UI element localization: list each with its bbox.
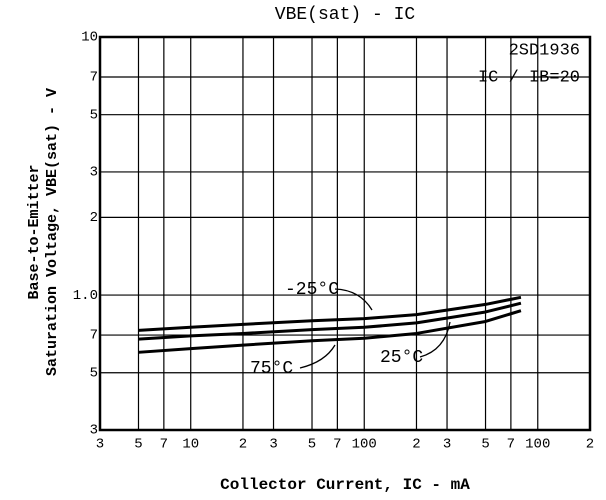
x-tick-label: 3: [269, 437, 277, 453]
x-tick-label: 2: [586, 437, 594, 453]
x-tick-label: 3: [96, 437, 104, 453]
curve: [138, 301, 522, 341]
x-tick-label: 7: [333, 437, 341, 453]
curve-label: 25°C: [380, 348, 423, 368]
y-tick-label: 2: [90, 210, 98, 226]
curve-label: 75°C: [250, 359, 293, 379]
annotation: 2SD1936: [509, 41, 580, 60]
x-tick-label: 10: [182, 437, 199, 453]
y-tick-label: 7: [90, 70, 98, 86]
x-tick-label: 5: [308, 437, 316, 453]
x-tick-label: 100: [352, 437, 377, 453]
curve: [138, 295, 522, 332]
annotation: IC / IB=20: [478, 68, 580, 87]
y-tick-label: 3: [90, 165, 98, 181]
y-tick-label: 1.0: [73, 288, 98, 304]
x-tick-label: 5: [481, 437, 489, 453]
y-tick-label: 7: [90, 328, 98, 344]
x-tick-label: 100: [525, 437, 550, 453]
x-axis-label: Collector Current, IC - mA: [220, 476, 470, 494]
x-tick-label: 7: [507, 437, 515, 453]
plot-frame: [98, 35, 592, 432]
y-axis-label: Base-to-Emitter: [26, 164, 43, 299]
x-tick-label: 2: [239, 437, 247, 453]
curve: [138, 309, 522, 354]
y-axis-label: Saturation Voltage, VBE(sat) - V: [44, 88, 61, 376]
y-tick-label: 5: [90, 107, 98, 123]
x-tick-label: 5: [134, 437, 142, 453]
chart-title: VBE(sat) - IC: [275, 5, 416, 25]
y-tick-label: 5: [90, 365, 98, 381]
y-tick-label: 10: [81, 30, 98, 46]
x-tick-label: 7: [160, 437, 168, 453]
x-tick-label: 2: [412, 437, 420, 453]
y-tick-label: 3: [90, 423, 98, 439]
x-tick-label: 3: [443, 437, 451, 453]
